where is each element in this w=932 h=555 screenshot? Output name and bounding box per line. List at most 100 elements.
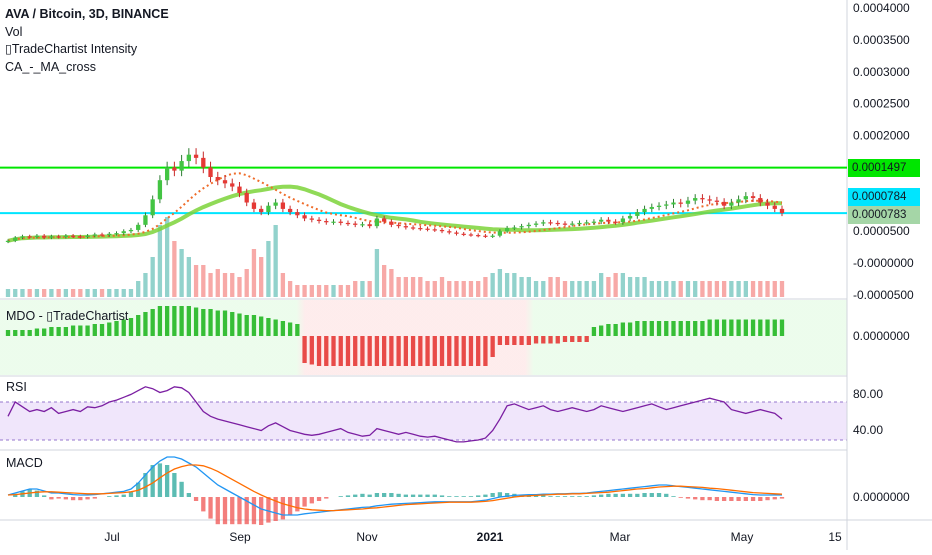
- mdo-bar: [729, 319, 734, 336]
- mdo-bar: [251, 315, 257, 336]
- candle-body: [736, 199, 741, 203]
- chart-title[interactable]: AVA / Bitcoin, 3D, BINANCE: [5, 7, 169, 21]
- mdo-bar: [316, 336, 322, 366]
- mdo-bar: [627, 322, 633, 336]
- macd-hist-bar: [439, 495, 445, 497]
- macd-hist-bar: [164, 465, 170, 497]
- price-tick-label: 0.0002000: [853, 129, 910, 143]
- mdo-bar: [150, 309, 155, 336]
- mdo-pane-label[interactable]: MDO - ▯TradeChartist: [6, 309, 129, 323]
- mdo-bar: [92, 324, 97, 336]
- candle-body: [729, 202, 734, 206]
- current-price-tag: 0.0000784: [848, 188, 920, 206]
- volume-bar: [5, 289, 11, 297]
- mdo-bar: [331, 336, 336, 366]
- mdo-bar: [374, 336, 380, 366]
- candle-body: [353, 223, 358, 225]
- candle-body: [324, 221, 329, 223]
- macd-hist-bar: [758, 497, 763, 501]
- legend-intensity[interactable]: ▯TradeChartist Intensity: [5, 42, 138, 56]
- macd-hist-bar: [678, 497, 683, 498]
- candle-body: [42, 235, 47, 238]
- mdo-bar: [193, 307, 199, 336]
- volume-bar: [193, 265, 199, 297]
- candle-body: [779, 208, 785, 214]
- chart-legend: AVA / Bitcoin, 3D, BINANCE Vol ▯TradeCha…: [5, 6, 169, 76]
- volume-bar: [172, 241, 177, 297]
- macd-hist-bar: [671, 496, 676, 497]
- candle-body: [772, 205, 777, 209]
- candle-body: [237, 186, 242, 193]
- volume-bar: [656, 281, 662, 297]
- mdo-bar: [121, 319, 126, 336]
- volume-bar: [201, 265, 206, 297]
- mdo-bar: [606, 324, 611, 336]
- volume-bar: [374, 249, 380, 297]
- macd-hist-bar: [193, 497, 199, 501]
- volume-bar: [353, 281, 358, 297]
- macd-hist-bar: [454, 496, 459, 497]
- volume-bar: [555, 277, 560, 297]
- mdo-bar: [20, 330, 25, 336]
- volume-bar: [642, 277, 647, 297]
- candle-body: [251, 202, 257, 209]
- mdo-bar: [541, 336, 546, 344]
- volume-bar: [562, 281, 568, 297]
- macd-hist-bar: [172, 473, 177, 497]
- price-tick-label: 0.0004000: [853, 1, 910, 15]
- macd-hist-bar: [606, 493, 611, 497]
- mdo-bar: [338, 336, 343, 366]
- candle-body: [425, 228, 430, 230]
- mdo-bar: [439, 336, 445, 366]
- mdo-bar: [157, 306, 163, 336]
- mdo-bar: [512, 336, 517, 345]
- candle-body: [193, 154, 199, 158]
- volume-bar: [627, 277, 633, 297]
- macd-hist-bar: [613, 493, 618, 497]
- rsi-pane-label[interactable]: RSI: [6, 380, 27, 394]
- macd-hist-bar: [107, 496, 112, 497]
- macd-hist-bar: [389, 493, 394, 497]
- candle-body: [483, 235, 488, 237]
- volume-bar: [432, 281, 437, 297]
- volume-bar: [410, 277, 416, 297]
- mdo-bar: [714, 319, 720, 336]
- mdo-bar: [765, 319, 770, 336]
- mdo-bar: [56, 327, 61, 336]
- candle-body: [287, 208, 293, 213]
- candle-body: [186, 154, 191, 162]
- volume-bar: [461, 281, 466, 297]
- volume-bar: [215, 269, 220, 297]
- volume-bar: [360, 281, 365, 297]
- volume-bar: [490, 273, 495, 297]
- macd-hist-bar: [425, 494, 430, 497]
- mdo-bar: [367, 336, 372, 366]
- candle-body: [316, 219, 322, 222]
- volume-bar: [150, 257, 155, 297]
- candle-body: [360, 224, 365, 226]
- mdo-bar: [49, 327, 54, 336]
- time-tick-label: 2021: [477, 530, 504, 544]
- signal-line: [7, 464, 783, 512]
- volume-bar: [389, 269, 394, 297]
- macd-hist-bar: [34, 490, 40, 497]
- candle-body: [172, 167, 177, 171]
- macd-hist-bar: [765, 497, 770, 501]
- macd-hist-bar: [627, 493, 633, 497]
- legend-ma-cross[interactable]: CA_-_MA_cross: [5, 59, 96, 74]
- macd-hist-bar: [432, 494, 437, 497]
- candle-body: [20, 236, 25, 238]
- volume-bar: [273, 225, 278, 297]
- macd-hist-bar: [736, 497, 741, 501]
- legend-vol[interactable]: Vol: [5, 24, 23, 39]
- volume-bar: [418, 277, 423, 297]
- volume-bar: [316, 285, 322, 297]
- macd-hist-bar: [215, 497, 220, 525]
- macd-pane-label[interactable]: MACD: [6, 456, 43, 470]
- candle-body: [273, 202, 278, 206]
- mdo-bar: [13, 330, 18, 336]
- candle-body: [627, 215, 633, 219]
- candle-body: [143, 215, 148, 225]
- mdo-bar: [642, 321, 647, 336]
- macd-hist-bar: [584, 496, 589, 497]
